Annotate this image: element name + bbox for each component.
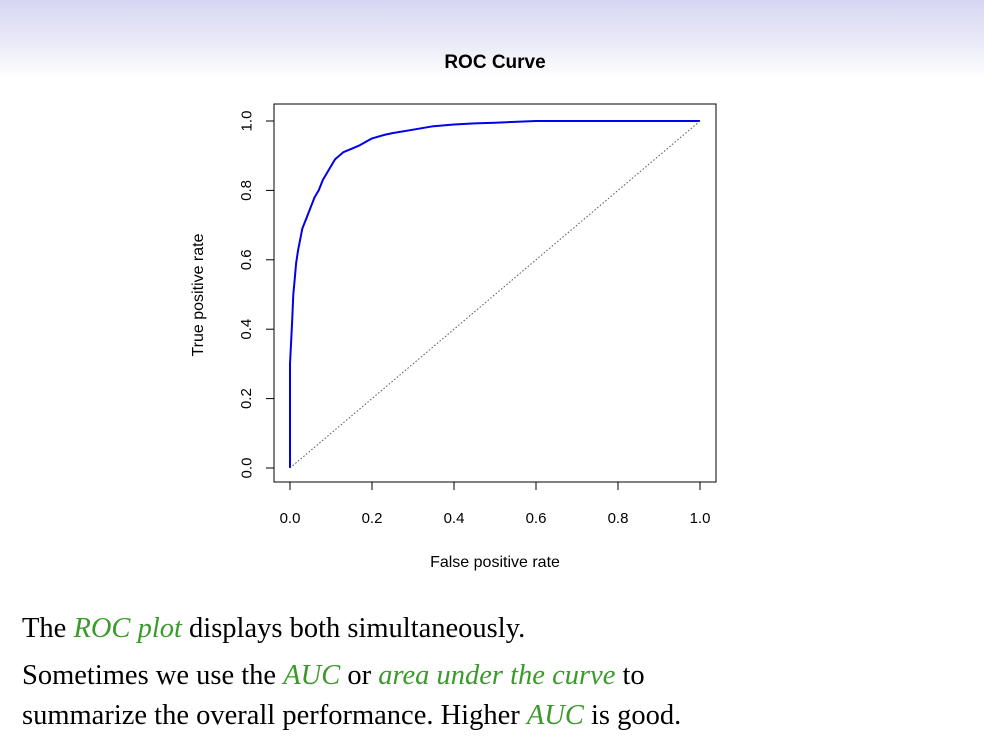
y-tick-label: 0.8: [238, 180, 255, 201]
x-tick-label: 0.4: [444, 510, 465, 527]
text-line-3: summarize the overall performance. Highe…: [22, 696, 681, 736]
roc-chart: ROC Curve 0.0 0.2 0.4 0.6 0.8 1.0 0.0 0.2 0.4 0.6…: [190, 52, 717, 571]
chart-title: ROC Curve: [444, 52, 545, 73]
y-tick-label: 0.2: [238, 388, 255, 409]
y-axis-label: True positive rate: [190, 233, 207, 356]
highlight-auc-2: AUC: [526, 700, 584, 731]
header-band: [0, 0, 984, 78]
axis-ticks: 0.0 0.2 0.4 0.6 0.8 1.0 0.0 0.2 0.4 0.6 0.8 1.0: [238, 111, 710, 527]
x-tick-label: 1.0: [690, 510, 711, 527]
diagonal-reference-line: [289, 120, 701, 469]
highlight-roc-plot: ROC plot: [73, 613, 182, 644]
y-tick-label: 0.0: [238, 458, 255, 479]
x-tick-label: 0.8: [608, 510, 629, 527]
series-group: [289, 120, 701, 469]
roc-curve-line: [289, 120, 700, 468]
text-line-2-start: Sometimes we use the: [22, 660, 284, 691]
text-line-1-end: displays both simultaneously.: [181, 613, 526, 644]
text-line-3-end: is good.: [583, 700, 682, 731]
y-tick-label: 0.4: [238, 319, 255, 340]
x-tick-label: 0.0: [280, 510, 301, 527]
text-line-2: Sometimes we use the AUC or area under t…: [22, 656, 645, 696]
highlight-auc: AUC: [283, 660, 341, 691]
text-line-3-start: summarize the overall performance. Highe…: [22, 700, 527, 731]
highlight-area-under-curve: area under the curve: [378, 660, 616, 691]
x-tick-label: 0.6: [526, 510, 547, 527]
x-tick-label: 0.2: [362, 510, 383, 527]
y-tick-label: 1.0: [238, 111, 255, 132]
text-line-2-mid: or: [340, 660, 379, 691]
text-line-1-start: The: [22, 613, 74, 644]
text-line-1: The ROC plot displays both simultaneousl…: [22, 609, 525, 649]
y-tick-label: 0.6: [238, 249, 255, 270]
plot-frame: [273, 103, 717, 483]
text-line-2-end: to: [615, 660, 645, 691]
x-axis-label: False positive rate: [430, 554, 560, 571]
